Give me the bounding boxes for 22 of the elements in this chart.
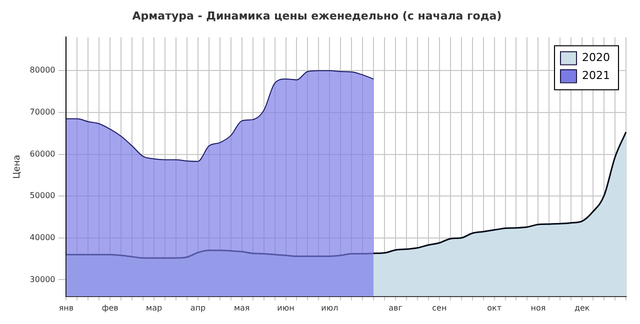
y-tick-label: 80000 <box>30 66 56 75</box>
y-tick-label: 40000 <box>30 232 56 242</box>
legend-label: 2021 <box>582 69 610 82</box>
x-tick-label: июн <box>277 303 294 312</box>
x-tick-label: мая <box>234 303 250 312</box>
x-tick-label: дек <box>574 303 590 312</box>
y-tick-label: 30000 <box>30 274 56 284</box>
x-tick-label: фев <box>102 303 119 312</box>
x-tick-label: июл <box>321 303 338 312</box>
y-axis-title: Цена <box>12 154 23 179</box>
x-tick-label: апр <box>190 303 206 312</box>
y-tick-label: 50000 <box>30 191 56 200</box>
x-tick-label: сен <box>432 303 447 312</box>
legend-label: 2020 <box>582 51 610 64</box>
x-tick-label: мар <box>146 303 162 312</box>
x-tick-label: авг <box>388 303 402 312</box>
x-tick-label: окт <box>487 303 502 312</box>
y-tick-label: 60000 <box>30 149 56 158</box>
x-tick-label: янв <box>58 303 74 312</box>
y-tick-label: 70000 <box>30 108 56 117</box>
chart-title: Арматура - Динамика цены еженедельно (с начала года) <box>132 9 502 22</box>
x-tick-label: ноя <box>530 303 546 312</box>
